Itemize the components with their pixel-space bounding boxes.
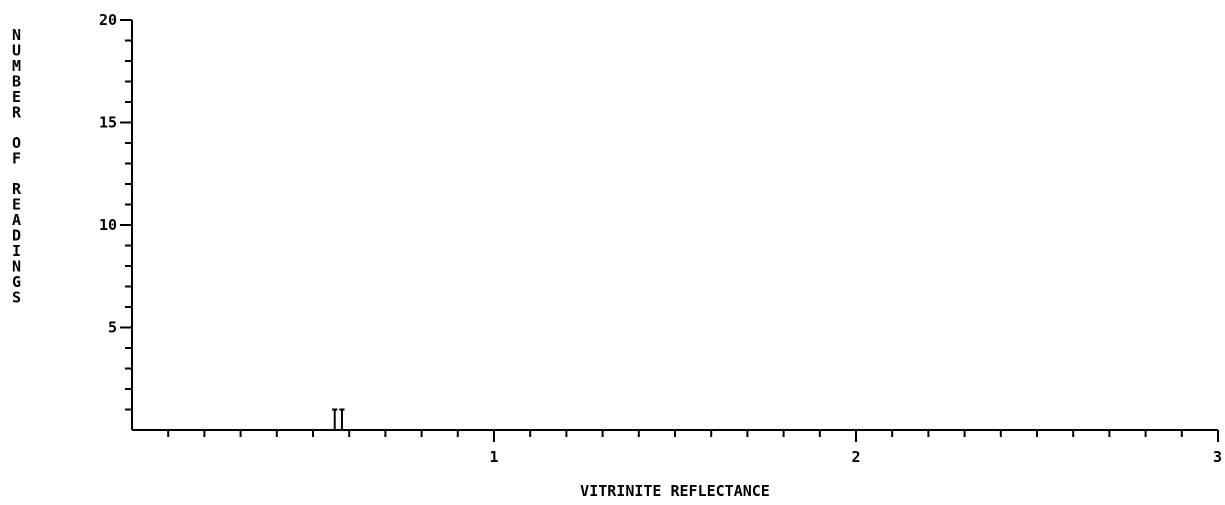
histogram-bars [332, 408, 345, 430]
y-axis-title-char: R [12, 180, 22, 198]
y-axis-title-char: M [12, 57, 21, 75]
y-axis-title-char: I [12, 242, 21, 260]
y-axis-title-char: B [12, 73, 21, 91]
y-axis-title-char: N [12, 26, 21, 44]
y-axis-title-char: G [12, 273, 21, 291]
y-axis-title-char: S [12, 289, 21, 307]
y-axis-title-char: O [12, 134, 21, 152]
x-tick-label: 1 [489, 448, 498, 466]
y-tick-label: 10 [99, 216, 117, 234]
y-axis-title-char: D [12, 227, 21, 245]
x-tick-label: 2 [851, 448, 860, 466]
x-axis-title: VITRINITE REFLECTANCE [580, 482, 770, 500]
histogram-bar [332, 408, 338, 430]
y-axis: 5 10 15 20 [99, 11, 133, 430]
y-tick-label: 20 [99, 11, 117, 29]
y-axis-title-char: A [12, 211, 21, 229]
y-axis-title-char: E [12, 88, 21, 106]
y-tick-label: 5 [108, 319, 117, 337]
y-axis-title-char: F [12, 150, 21, 168]
y-tick-label: 15 [99, 114, 117, 132]
y-axis-title-char: E [12, 196, 21, 214]
x-axis: 1 2 3 [132, 429, 1222, 466]
histogram-bar [339, 408, 345, 430]
y-axis-title-char: N [12, 258, 21, 276]
y-axis-title-char: U [12, 42, 21, 60]
x-tick-label: 3 [1213, 448, 1222, 466]
y-axis-title-char: R [12, 104, 22, 122]
